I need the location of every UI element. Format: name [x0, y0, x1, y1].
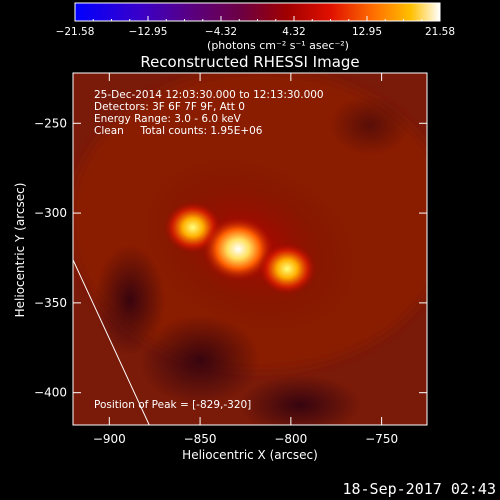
annotation-time: 25-Dec-2014 12:03:30.000 to 12:13:30.000: [94, 89, 324, 101]
x-tick-label: −900: [93, 432, 126, 446]
colorbar-ticks: [74, 16, 441, 21]
y-axis-ticks: [73, 122, 427, 394]
colorbar-tick-label: −4.32: [205, 26, 237, 38]
y-tick-label: −250: [34, 116, 67, 130]
colorbar: [74, 2, 441, 22]
y-tick-label: −350: [34, 296, 67, 310]
annotation-energy: Energy Range: 3.0 - 6.0 keV: [94, 113, 242, 125]
colorbar-unit-label: (photons cm⁻² s⁻¹ asec⁻²): [207, 39, 349, 52]
flare-source: [201, 216, 275, 282]
colorbar-tick-label: −12.95: [129, 26, 168, 38]
colorbar-tick-label: 21.58: [425, 26, 455, 38]
plot-frame: [72, 72, 428, 426]
annotation-peak-position: Position of Peak = [-829,-320]: [94, 399, 251, 411]
annotation-clean: Clean Total counts: 1.95E+06: [94, 125, 263, 137]
flare-source: [258, 242, 317, 295]
y-axis-label: Heliocentric Y (arcsec): [13, 183, 27, 318]
y-tick-label: −400: [34, 386, 67, 400]
chart-title: Reconstructed RHESSI Image: [140, 53, 359, 71]
plot-timestamp: 18-Sep-2017 02:43: [342, 480, 496, 498]
x-axis-tick-labels: −900 −850 −800 −750: [93, 432, 398, 446]
y-axis-tick-labels: −250 −300 −350 −400: [34, 116, 67, 399]
colorbar-tick-labels: −21.58 −12.95 −4.32 4.32 12.95 21.58: [56, 26, 455, 38]
solar-limb-line: [73, 259, 150, 425]
x-tick-label: −800: [274, 432, 307, 446]
y-tick-label: −300: [34, 206, 67, 220]
x-axis-ticks: [108, 73, 383, 425]
x-axis-label: Heliocentric X (arcsec): [182, 448, 318, 462]
colorbar-tick-label: 12.95: [352, 26, 382, 38]
annotation-detectors: Detectors: 3F 6F 7F 9F, Att 0: [94, 101, 245, 113]
heatmap-image: [73, 73, 427, 425]
colorbar-tick-label: −21.58: [56, 26, 95, 38]
x-tick-label: −750: [365, 432, 398, 446]
flare-sources: [163, 201, 317, 295]
colorbar-tick-label: 4.32: [282, 26, 305, 38]
x-tick-label: −850: [184, 432, 217, 446]
